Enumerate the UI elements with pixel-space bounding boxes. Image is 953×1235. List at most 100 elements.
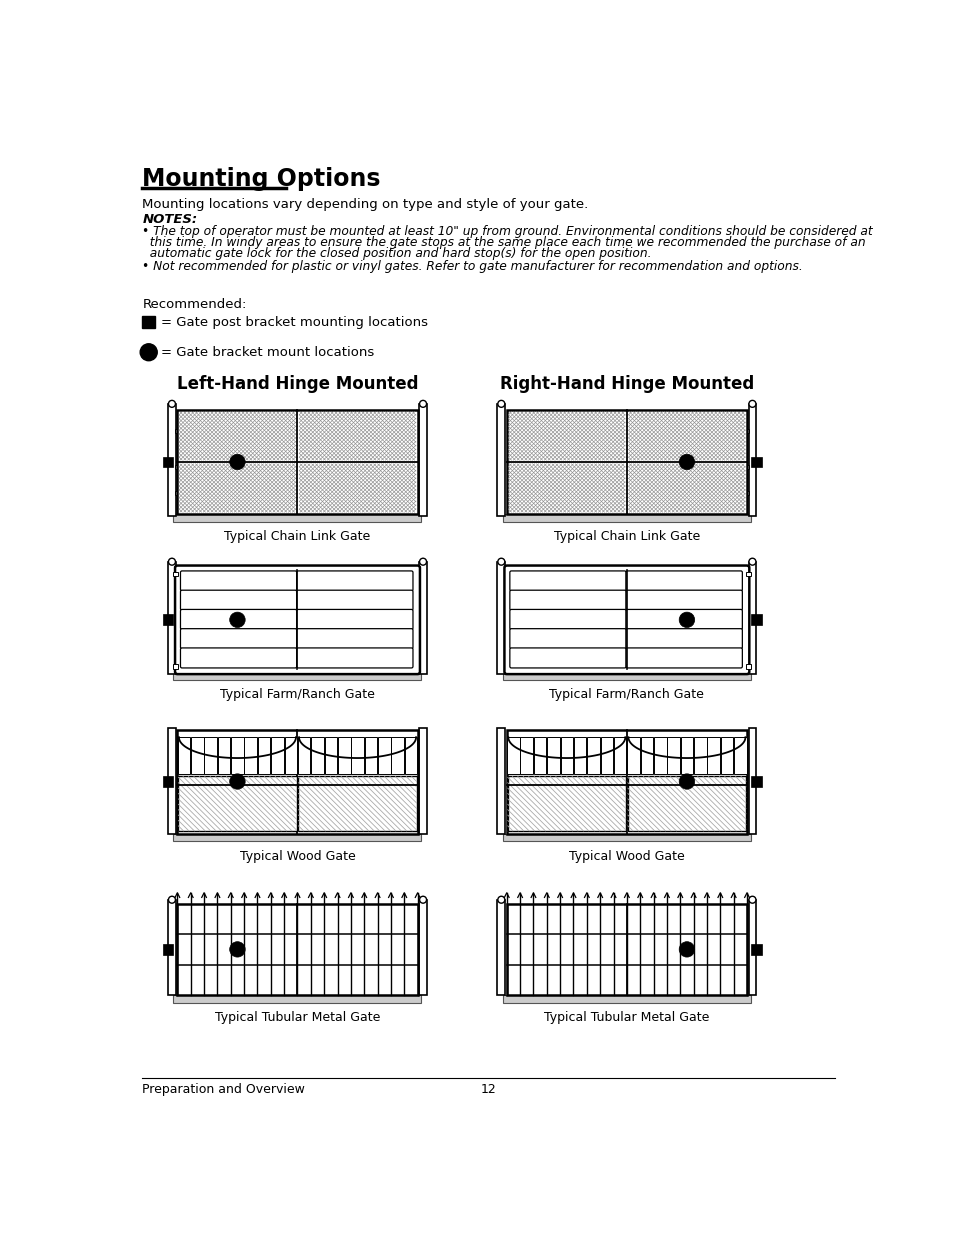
FancyBboxPatch shape: [180, 648, 296, 668]
Bar: [502, 672, 750, 679]
Bar: [748, 404, 756, 516]
Bar: [534, 737, 546, 774]
FancyBboxPatch shape: [509, 590, 625, 610]
Bar: [502, 995, 750, 1003]
Bar: [173, 834, 421, 841]
FancyBboxPatch shape: [509, 571, 625, 592]
Text: this time. In windy areas to ensure the gate stops at the same place each time w: this time. In windy areas to ensure the …: [142, 236, 865, 249]
Bar: [614, 737, 626, 774]
Text: Mounting Options: Mounting Options: [142, 168, 380, 191]
Bar: [162, 776, 173, 787]
Bar: [162, 457, 173, 467]
Bar: [497, 900, 505, 995]
Bar: [733, 737, 746, 774]
Bar: [418, 404, 427, 516]
Bar: [324, 737, 336, 774]
Circle shape: [419, 897, 426, 903]
Bar: [178, 777, 296, 831]
Circle shape: [497, 897, 504, 903]
Bar: [177, 737, 191, 774]
FancyBboxPatch shape: [180, 629, 296, 648]
Text: Typical Wood Gate: Typical Wood Gate: [568, 850, 684, 863]
Bar: [168, 562, 175, 674]
Bar: [173, 995, 421, 1003]
Bar: [173, 514, 421, 521]
Bar: [750, 776, 760, 787]
Bar: [244, 737, 256, 774]
Bar: [627, 737, 639, 774]
Bar: [173, 664, 178, 668]
Circle shape: [230, 774, 245, 789]
Bar: [168, 404, 175, 516]
Circle shape: [497, 558, 504, 566]
FancyBboxPatch shape: [174, 566, 419, 674]
Bar: [177, 904, 417, 995]
Bar: [506, 410, 746, 514]
Bar: [391, 737, 403, 774]
Text: Typical Tubular Metal Gate: Typical Tubular Metal Gate: [543, 1011, 709, 1024]
Text: = Gate bracket mount locations: = Gate bracket mount locations: [161, 346, 374, 359]
FancyBboxPatch shape: [509, 629, 625, 648]
Bar: [162, 615, 173, 625]
Bar: [497, 562, 505, 674]
Text: Typical Farm/Ranch Gate: Typical Farm/Ranch Gate: [549, 688, 703, 701]
Bar: [750, 615, 760, 625]
FancyBboxPatch shape: [180, 571, 296, 592]
Bar: [174, 466, 178, 469]
Bar: [377, 737, 390, 774]
Text: Right-Hand Hinge Mounted: Right-Hand Hinge Mounted: [499, 375, 753, 394]
Bar: [231, 737, 243, 774]
Bar: [191, 737, 204, 774]
Circle shape: [140, 343, 157, 361]
Bar: [173, 672, 421, 679]
FancyBboxPatch shape: [509, 609, 625, 630]
Circle shape: [419, 558, 426, 566]
Circle shape: [748, 400, 755, 408]
FancyBboxPatch shape: [296, 629, 413, 648]
Bar: [271, 737, 283, 774]
Bar: [745, 664, 750, 668]
Bar: [418, 562, 427, 674]
Bar: [507, 737, 519, 774]
Bar: [502, 514, 750, 521]
Bar: [418, 727, 427, 834]
Circle shape: [169, 558, 175, 566]
Bar: [745, 429, 748, 432]
Bar: [311, 737, 323, 774]
Bar: [520, 737, 533, 774]
Text: Typical Farm/Ranch Gate: Typical Farm/Ranch Gate: [220, 688, 375, 701]
FancyBboxPatch shape: [625, 629, 741, 648]
Text: Typical Chain Link Gate: Typical Chain Link Gate: [224, 530, 370, 543]
Bar: [745, 492, 748, 495]
Bar: [404, 737, 416, 774]
Bar: [574, 737, 586, 774]
Text: Mounting locations vary depending on type and style of your gate.: Mounting locations vary depending on typ…: [142, 199, 588, 211]
Circle shape: [169, 400, 175, 408]
Bar: [217, 737, 230, 774]
Bar: [679, 737, 693, 774]
Text: • Not recommended for plastic or vinyl gates. Refer to gate manufacturer for rec: • Not recommended for plastic or vinyl g…: [142, 259, 802, 273]
Text: Recommended:: Recommended:: [142, 299, 247, 311]
FancyBboxPatch shape: [180, 609, 296, 630]
Bar: [653, 737, 666, 774]
Bar: [750, 944, 760, 955]
Bar: [497, 404, 505, 516]
Bar: [418, 900, 427, 995]
Circle shape: [748, 558, 755, 566]
FancyBboxPatch shape: [625, 590, 741, 610]
Text: Left-Hand Hinge Mounted: Left-Hand Hinge Mounted: [176, 375, 417, 394]
FancyBboxPatch shape: [296, 590, 413, 610]
Bar: [627, 777, 745, 831]
Bar: [587, 737, 599, 774]
Circle shape: [230, 454, 245, 469]
Bar: [666, 737, 679, 774]
Text: automatic gate lock for the closed position and hard stop(s) for the open positi: automatic gate lock for the closed posit…: [142, 247, 651, 259]
Bar: [745, 466, 748, 469]
Bar: [173, 572, 178, 577]
Bar: [639, 737, 653, 774]
Text: 12: 12: [480, 1083, 497, 1095]
Bar: [177, 410, 417, 514]
Bar: [497, 727, 505, 834]
FancyBboxPatch shape: [625, 609, 741, 630]
Bar: [748, 900, 756, 995]
